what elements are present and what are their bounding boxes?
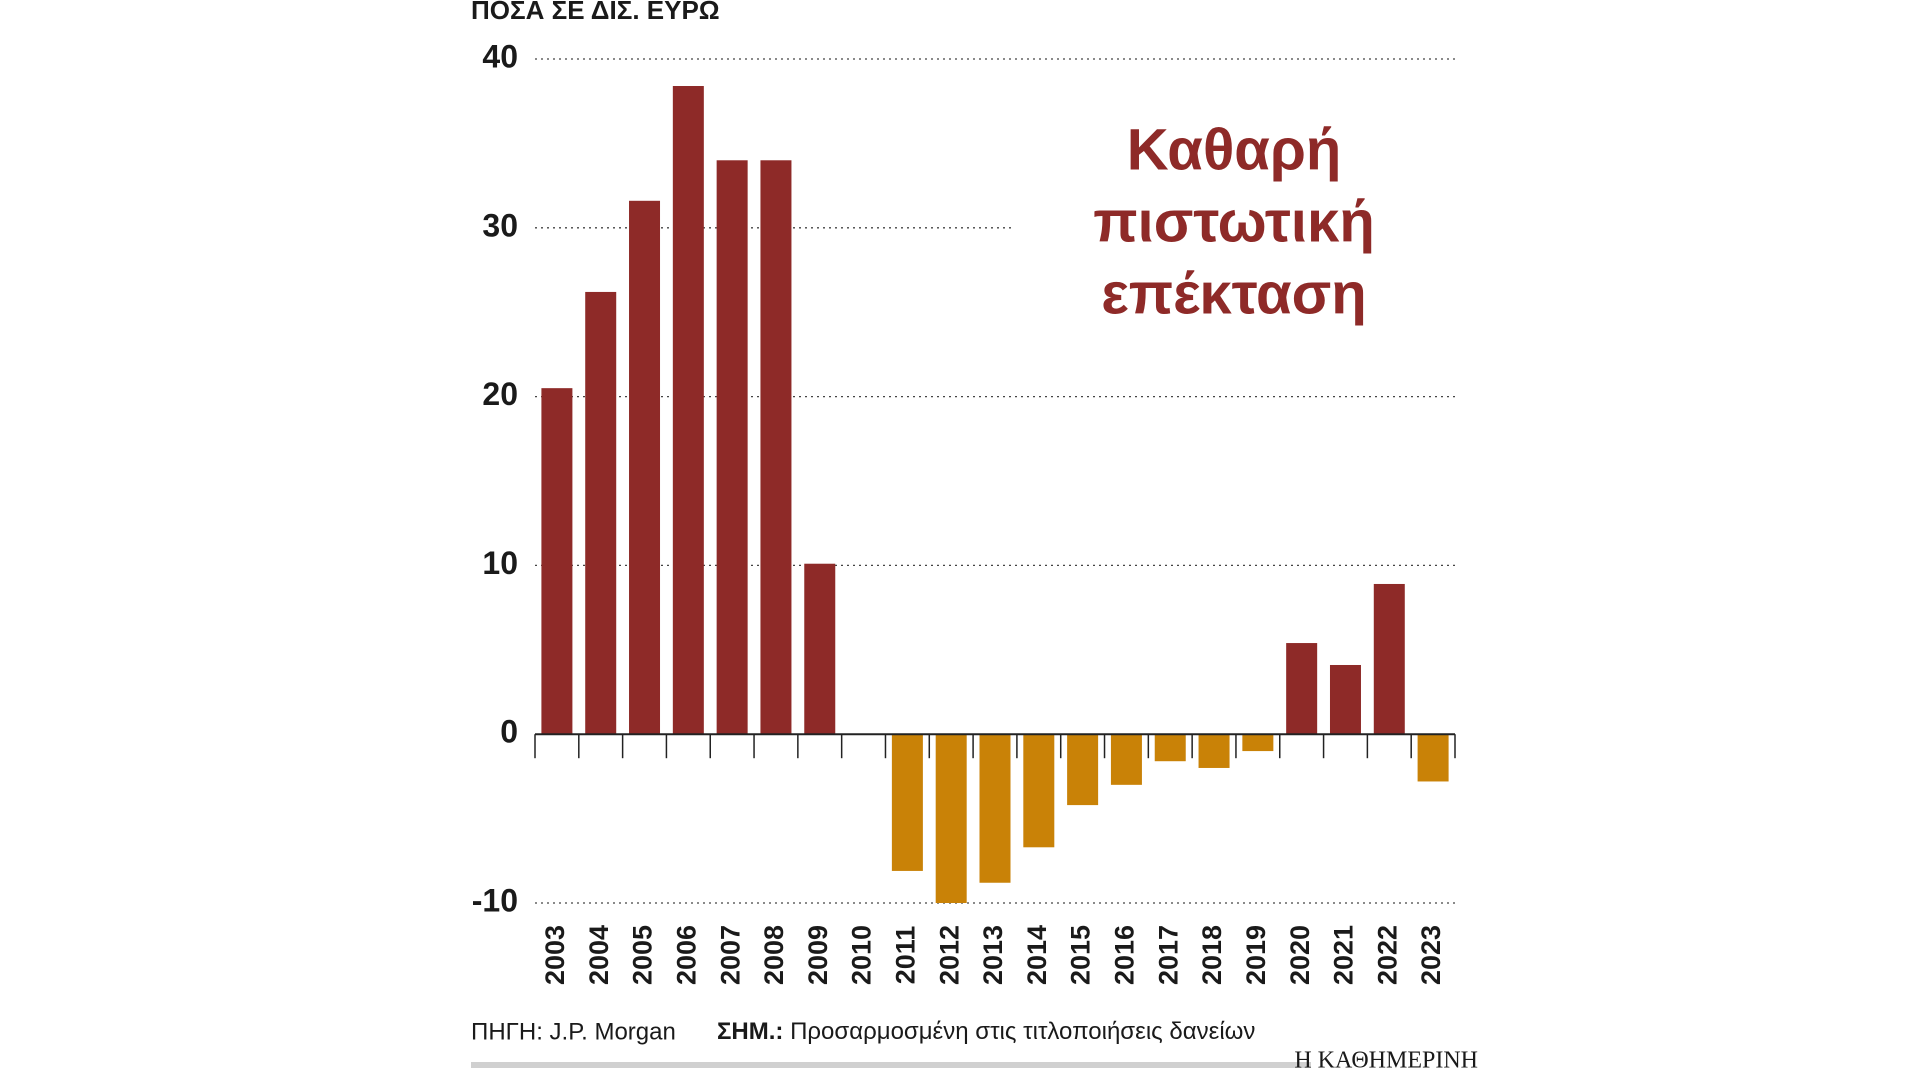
- y-tick-label: -10: [472, 882, 518, 918]
- x-tick-label: 2005: [628, 925, 658, 985]
- bar: [979, 734, 1011, 883]
- x-tick-label: 2009: [803, 925, 833, 985]
- x-tick-label: 2022: [1372, 925, 1402, 985]
- bar: [672, 86, 704, 735]
- bar: [1067, 734, 1099, 806]
- y-tick-label: 40: [482, 38, 518, 74]
- x-tick-label: 2017: [1153, 925, 1183, 985]
- x-tick-label: 2011: [891, 926, 921, 985]
- bar: [1242, 734, 1274, 752]
- bar: [1417, 734, 1449, 782]
- x-tick-label: 2015: [1066, 925, 1096, 985]
- x-tick-label: 2021: [1329, 925, 1359, 985]
- x-tick-label: 2023: [1416, 925, 1446, 985]
- x-tick-label: 2007: [715, 925, 745, 985]
- x-tick-label: 2006: [671, 925, 701, 985]
- chart-title: Καθαρή: [1127, 117, 1342, 182]
- y-tick-label: 20: [482, 376, 518, 412]
- unit-label: ΠΟΣΑ ΣΕ ΔΙΣ. ΕΥΡΩ: [471, 0, 720, 25]
- bar: [1110, 734, 1142, 785]
- bar: [585, 291, 617, 735]
- x-tick-label: 2010: [847, 925, 877, 985]
- bar: [1023, 734, 1055, 848]
- bar: [629, 200, 661, 735]
- note-label: ΣΗΜ.:: [717, 1018, 783, 1045]
- x-tick-label: 2004: [584, 925, 614, 985]
- x-tick-label: 2003: [540, 925, 570, 985]
- source: ΠΗΓΗ: J.P. Morgan: [471, 1018, 676, 1045]
- y-tick-label: 0: [500, 714, 518, 750]
- bar: [1154, 734, 1186, 762]
- bar: [760, 160, 792, 735]
- bar: [1373, 583, 1405, 735]
- x-tick-label: 2019: [1241, 925, 1271, 985]
- chart-title: πιστωτική: [1093, 189, 1375, 254]
- bar: [541, 388, 573, 735]
- x-tick-label: 2013: [978, 925, 1008, 985]
- x-tick-label: 2012: [934, 925, 964, 985]
- bar: [1329, 664, 1361, 735]
- title-backing: [1015, 110, 1455, 340]
- bar: [804, 563, 836, 735]
- bar: [1198, 734, 1230, 768]
- bar: [1286, 643, 1318, 735]
- x-tick-label: 2014: [1022, 925, 1052, 985]
- brand: Η ΚΑΘΗΜΕΡΙΝΗ: [1294, 1048, 1478, 1074]
- chart-title: επέκταση: [1101, 261, 1366, 326]
- footer-rule: [471, 1062, 1311, 1068]
- y-tick-label: 30: [482, 207, 518, 243]
- x-tick-label: 2016: [1110, 925, 1140, 985]
- x-tick-label: 2020: [1285, 925, 1315, 985]
- bar: [891, 734, 923, 871]
- bar: [716, 160, 748, 735]
- y-tick-label: 10: [482, 545, 518, 581]
- x-tick-label: 2008: [759, 925, 789, 985]
- x-tick-label: 2018: [1197, 925, 1227, 985]
- note: ΣΗΜ.: Προσαρμοσμένη στις τιτλοποιήσεις δ…: [717, 1018, 1255, 1045]
- bar: [935, 734, 967, 903]
- note-text: Προσαρμοσμένη στις τιτλοποιήσεις δανείων: [790, 1018, 1255, 1045]
